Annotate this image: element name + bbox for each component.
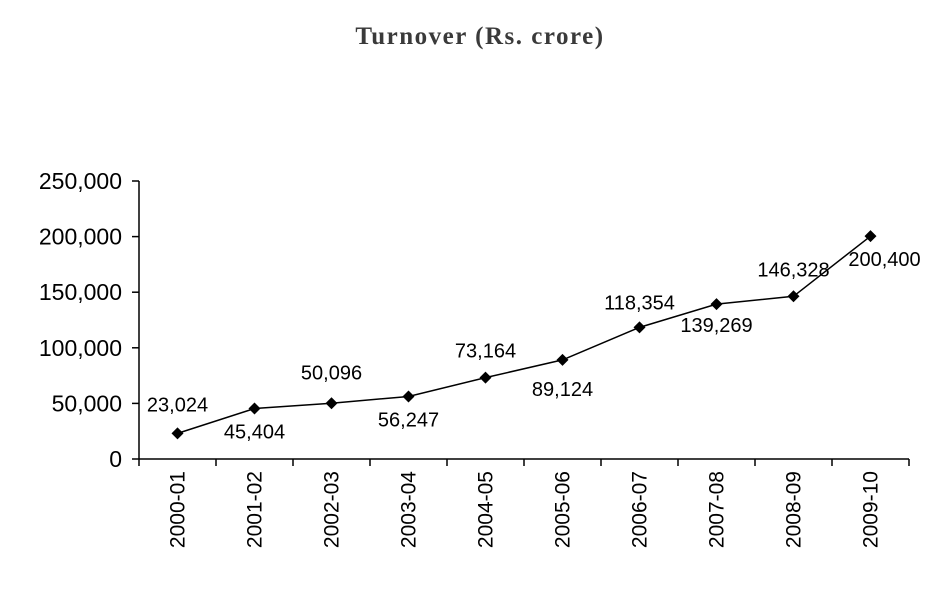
data-point-marker: [248, 402, 261, 415]
data-point-marker: [710, 298, 723, 311]
data-point-marker: [864, 230, 877, 243]
data-point-marker: [556, 353, 569, 366]
axes: [138, 181, 909, 460]
x-tick-label: 2009-10: [860, 471, 883, 548]
data-point-marker: [787, 290, 800, 303]
data-label: 56,247: [378, 409, 439, 431]
data-label: 50,096: [301, 362, 362, 384]
data-point-marker: [325, 397, 338, 410]
x-tick-label: 2002-03: [321, 471, 344, 548]
y-axis-ticks: 0 50,000 100,000 150,000 200,000 250,000: [39, 168, 139, 472]
data-label: 200,400: [848, 249, 920, 271]
data-point-marker: [402, 390, 415, 403]
x-tick-label: 2003-04: [398, 471, 421, 548]
data-label: 73,164: [455, 341, 516, 363]
x-axis-ticks: 2000-01 2001-02 2002-03 2003-04 2004-05 2005-…: [138, 459, 910, 548]
y-tick-label: 100,000: [39, 335, 122, 361]
y-tick-label: 150,000: [39, 279, 122, 305]
y-tick-label: 200,000: [39, 224, 122, 250]
y-tick-label: 50,000: [52, 390, 122, 416]
x-tick-label: 2001-02: [244, 471, 267, 548]
y-tick-label: 250,000: [39, 168, 122, 194]
data-label: 45,404: [224, 422, 285, 444]
data-labels: 23,024 45,404 50,096 56,247 73,164 89,124 118,…: [147, 249, 921, 443]
chart-title: Turnover (Rs. crore): [355, 23, 604, 50]
data-label: 89,124: [532, 379, 593, 401]
data-markers: [171, 230, 877, 440]
data-point-marker: [633, 321, 646, 334]
data-label: 139,269: [680, 315, 752, 337]
x-tick-label: 2005-06: [552, 471, 575, 548]
x-tick-label: 2007-08: [706, 471, 729, 548]
data-label: 23,024: [147, 394, 208, 416]
x-tick-label: 2000-01: [167, 471, 190, 548]
data-point-marker: [171, 427, 184, 440]
data-label: 146,328: [757, 259, 829, 281]
data-label: 118,354: [604, 292, 675, 314]
x-tick-label: 2004-05: [475, 471, 498, 548]
y-tick-label: 0: [109, 446, 122, 472]
x-tick-label: 2006-07: [629, 471, 652, 548]
x-tick-label: 2008-09: [783, 471, 806, 548]
data-point-marker: [479, 371, 492, 384]
turnover-line: [177, 235, 871, 435]
